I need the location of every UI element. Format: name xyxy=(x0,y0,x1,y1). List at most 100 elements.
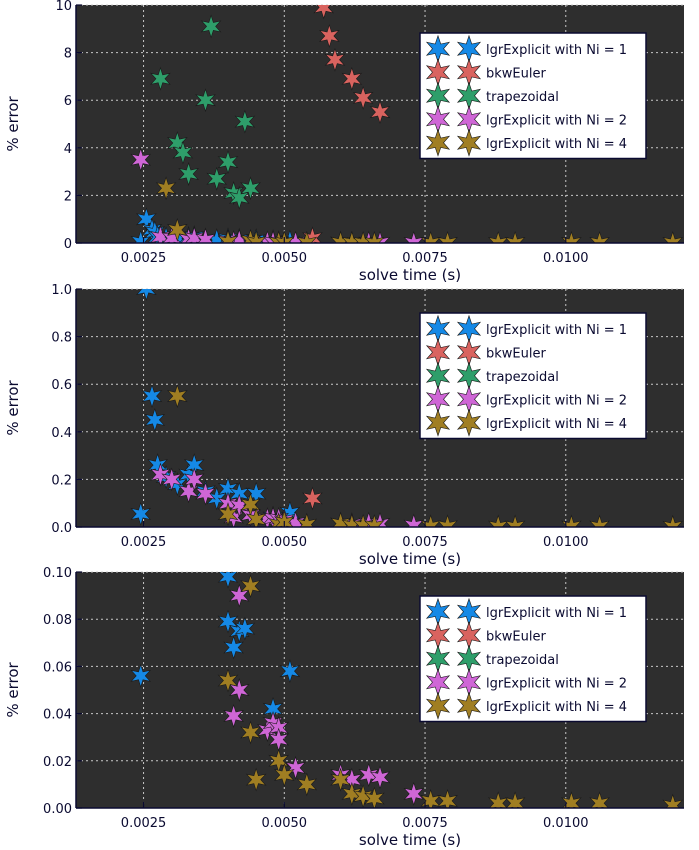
data-point-series-5 xyxy=(217,668,239,693)
y-tick-label: 0.2 xyxy=(51,473,72,488)
data-point-series-4 xyxy=(150,225,171,243)
data-point-series-5 xyxy=(166,217,188,242)
legend-entry-label: trapezoidal xyxy=(486,653,559,668)
legend-marker xyxy=(456,408,482,437)
data-point-series-5 xyxy=(662,230,684,243)
data-point-series-3 xyxy=(240,176,261,201)
data-point-series-4 xyxy=(130,147,152,172)
data-point-series-4 xyxy=(195,481,216,506)
data-point-series-5 xyxy=(166,384,188,409)
data-point-series-5 xyxy=(437,514,458,527)
y-tick-label: 0.02 xyxy=(43,755,72,770)
data-point-series-3 xyxy=(195,88,216,113)
data-point-series-2 xyxy=(324,47,346,72)
data-point-series-3 xyxy=(217,150,239,175)
legend-entry-label: lgrExplicit with Ni = 2 xyxy=(486,113,627,128)
data-point-series-3 xyxy=(200,14,222,39)
legend-marker xyxy=(425,691,451,720)
legend-entry-label: bkwEuler xyxy=(486,346,546,361)
legend-entry-label: lgrExplicit with Ni = 4 xyxy=(486,700,627,715)
y-tick-label: 0.10 xyxy=(43,566,72,581)
data-point-series-5 xyxy=(589,791,610,808)
data-point-series-5 xyxy=(437,230,458,243)
y-tick-label: 0.8 xyxy=(51,331,72,346)
data-point-series-5 xyxy=(504,514,526,527)
data-point-series-3 xyxy=(172,140,194,165)
data-point-series-2 xyxy=(352,85,374,110)
data-point-series-5 xyxy=(487,230,509,243)
x-tick-label: 0.0050 xyxy=(262,535,308,550)
legend-marker xyxy=(456,128,482,157)
data-point-series-5 xyxy=(155,176,177,201)
data-point-series-5 xyxy=(296,512,318,527)
data-point-series-1 xyxy=(130,663,152,688)
data-point-series-4 xyxy=(403,230,425,243)
data-point-series-5 xyxy=(363,514,385,527)
data-point-series-3 xyxy=(178,161,199,186)
data-point-series-4 xyxy=(150,462,171,487)
y-tick-label: 0.06 xyxy=(43,660,72,675)
chart-panel-2: 0.0 0.2 0.4 0.6 0.8 1.0 0.0025 0.0050 0.0075 0.01… xyxy=(4,283,684,568)
x-tick-label: 0.0025 xyxy=(121,251,167,266)
y-tick-label: 0.08 xyxy=(43,613,72,628)
data-point-series-5 xyxy=(363,786,385,808)
legend-marker xyxy=(425,408,451,437)
y-tick-label: 4 xyxy=(64,142,72,157)
y-tick-label: 6 xyxy=(64,94,72,109)
legend: lgrExplicit with Ni = 1 bkwEuler trapezoid… xyxy=(419,32,647,160)
chart-panel-1: 0 2 4 6 8 10 0.0025 0.0050 0.0075 0.0100 solve tim… xyxy=(4,0,684,284)
data-point-series-5 xyxy=(437,788,458,808)
legend-entry-label: lgrExplicit with Ni = 4 xyxy=(486,137,627,152)
data-point-series-1 xyxy=(141,384,163,409)
data-point-series-1 xyxy=(130,501,152,526)
data-point-series-3 xyxy=(206,166,228,191)
data-point-series-4 xyxy=(358,762,380,787)
y-tick-label: 0.6 xyxy=(51,378,72,393)
y-tick-label: 1.0 xyxy=(51,283,72,298)
data-point-series-5 xyxy=(217,229,239,243)
legend-entry-label: trapezoidal xyxy=(486,90,559,105)
x-axis-title: solve time (s) xyxy=(359,550,461,568)
data-point-series-5 xyxy=(662,514,684,527)
x-tick-label: 0.0075 xyxy=(402,251,448,266)
y-axis-title: % error xyxy=(4,662,22,718)
legend-entry-label: trapezoidal xyxy=(486,370,559,385)
data-point-series-5 xyxy=(245,507,267,527)
data-point-series-5 xyxy=(245,230,267,243)
legend-box xyxy=(419,32,647,160)
legend-entry-label: lgrExplicit with Ni = 2 xyxy=(486,393,627,408)
data-point-series-2 xyxy=(318,23,340,48)
data-point-series-2 xyxy=(302,486,323,511)
data-point-series-4 xyxy=(183,467,205,492)
y-tick-label: 0.0 xyxy=(51,521,72,536)
data-point-series-5 xyxy=(296,772,318,797)
legend-entry-label: bkwEuler xyxy=(486,629,546,644)
legend: lgrExplicit with Ni = 1 bkwEuler trapezoid… xyxy=(419,312,647,440)
data-point-series-5 xyxy=(561,514,582,527)
y-tick-label: 0.4 xyxy=(51,426,72,441)
legend: lgrExplicit with Ni = 1 bkwEuler trapezoid… xyxy=(419,595,647,723)
x-tick-label: 0.0075 xyxy=(402,535,448,550)
data-point-series-5 xyxy=(504,791,526,808)
data-point-series-5 xyxy=(341,781,363,806)
data-points xyxy=(130,289,684,527)
data-point-series-5 xyxy=(296,230,318,243)
data-point-series-5 xyxy=(504,230,526,243)
legend-entry-label: bkwEuler xyxy=(486,66,546,81)
legend-entry-label: lgrExplicit with Ni = 1 xyxy=(486,43,627,58)
data-point-series-1 xyxy=(279,659,301,684)
legend-box xyxy=(419,312,647,440)
y-tick-label: 10 xyxy=(55,0,72,14)
x-tick-label: 0.0100 xyxy=(543,535,589,550)
legend-marker xyxy=(425,128,451,157)
data-point-series-5 xyxy=(363,230,385,243)
legend-entry-label: lgrExplicit with Ni = 1 xyxy=(486,323,627,338)
data-point-series-5 xyxy=(273,510,295,527)
data-point-series-1 xyxy=(234,616,256,641)
data-point-series-5 xyxy=(487,514,509,527)
x-tick-label: 0.0025 xyxy=(121,816,167,831)
data-point-series-5 xyxy=(240,574,261,599)
y-tick-label: 0.04 xyxy=(43,708,72,723)
data-point-series-2 xyxy=(341,66,363,91)
data-point-series-5 xyxy=(561,230,582,243)
